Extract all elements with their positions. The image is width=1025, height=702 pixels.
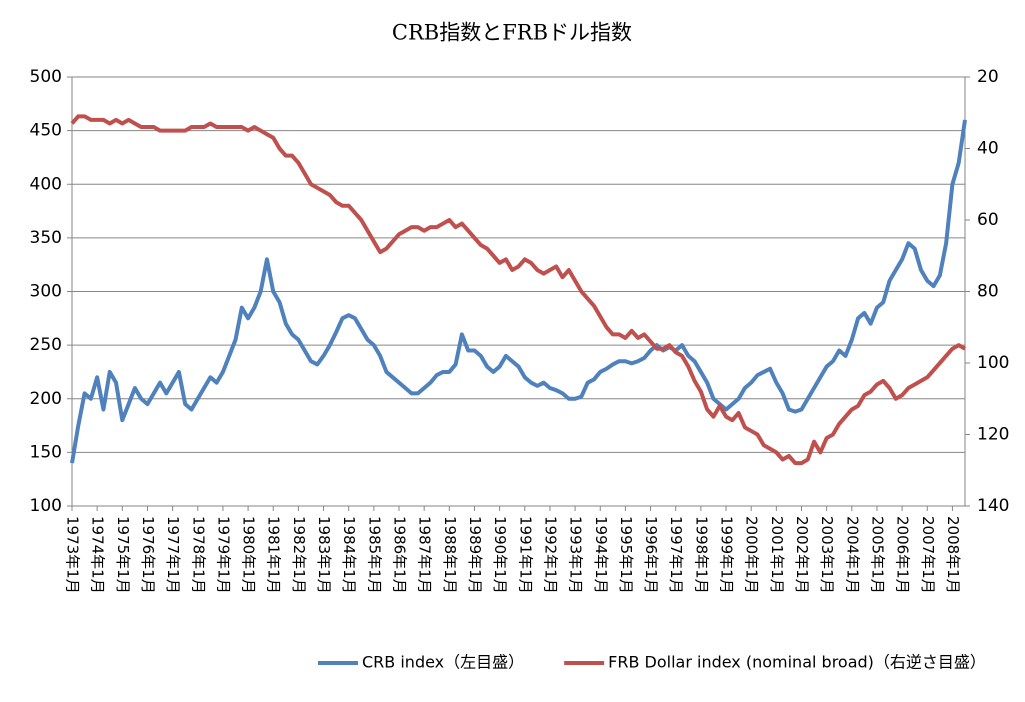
y-tick-label: 450: [30, 121, 62, 141]
y2-tick-label: 140: [977, 496, 1009, 516]
x-tick-label: 1986年1月: [391, 516, 409, 594]
x-tick-label: 1979年1月: [214, 516, 232, 594]
y2-tick-label: 60: [977, 210, 999, 230]
chart-title: CRB指数とFRBドル指数: [392, 21, 632, 45]
data-line: [70, 114, 966, 466]
x-tick-label: 2007年1月: [919, 516, 937, 594]
x-tick-label: 1980年1月: [240, 516, 258, 594]
x-tick-label: 1996年1月: [642, 516, 660, 594]
x-tick-label: 1984年1月: [340, 516, 358, 594]
y2-tick-label: 80: [977, 282, 999, 302]
x-tick-label: 2001年1月: [768, 516, 786, 594]
x-tick-label: 1976年1月: [139, 516, 157, 594]
y-tick-label: 250: [30, 335, 62, 355]
x-tick-label: 2006年1月: [894, 516, 912, 594]
y-tick-label: 150: [30, 442, 62, 462]
y2-tick-label: 100: [977, 353, 1009, 373]
x-tick-label: 1977年1月: [164, 516, 182, 594]
x-tick-label: 1989年1月: [466, 516, 484, 594]
x-tick-label: 1973年1月: [64, 516, 82, 594]
x-tick-label: 1992年1月: [541, 516, 559, 594]
y-tick-label: 350: [30, 228, 62, 248]
x-tick-label: 1993年1月: [567, 516, 585, 594]
x-tick-label: 1975年1月: [114, 516, 132, 594]
x-tick-label: 1974年1月: [89, 516, 107, 594]
x-tick-label: 2000年1月: [743, 516, 761, 594]
x-tick-label: 1998年1月: [692, 516, 710, 594]
y-tick-label: 100: [30, 496, 62, 516]
x-tick-label: 1982年1月: [290, 516, 308, 594]
x-tick-label: 1991年1月: [516, 516, 534, 594]
x-tick-label: 1995年1月: [617, 516, 635, 594]
x-tick-label: 1997年1月: [667, 516, 685, 594]
x-tick-label: 1988年1月: [441, 516, 459, 594]
x-tick-label: 1994年1月: [592, 516, 610, 594]
x-tick-label: 2005年1月: [868, 516, 886, 594]
x-tick-label: 1990年1月: [491, 516, 509, 594]
legend-label: CRB index（左目盛）: [362, 653, 524, 672]
data-line: [70, 119, 967, 464]
x-tick-label: 1983年1月: [315, 516, 333, 594]
y-tick-label: 500: [30, 67, 62, 87]
y2-tick-label: 120: [977, 425, 1009, 445]
y-tick-label: 300: [30, 282, 62, 302]
legend-label: FRB Dollar index (nominal broad)（右逆さ目盛）: [608, 653, 986, 672]
x-tick-label: 1987年1月: [416, 516, 434, 594]
x-tick-label: 2004年1月: [843, 516, 861, 594]
x-tick-label: 1999年1月: [718, 516, 736, 594]
x-tick-label: 2003年1月: [818, 516, 836, 594]
x-tick-label: 1981年1月: [265, 516, 283, 594]
y2-tick-label: 20: [977, 67, 999, 87]
y-tick-label: 400: [30, 174, 62, 194]
x-tick-label: 2002年1月: [793, 516, 811, 594]
y2-tick-label: 40: [977, 139, 999, 159]
x-tick-label: 1978年1月: [189, 516, 207, 594]
x-tick-label: 1985年1月: [365, 516, 383, 594]
y-tick-label: 200: [30, 389, 62, 409]
x-tick-label: 2008年1月: [944, 516, 962, 594]
